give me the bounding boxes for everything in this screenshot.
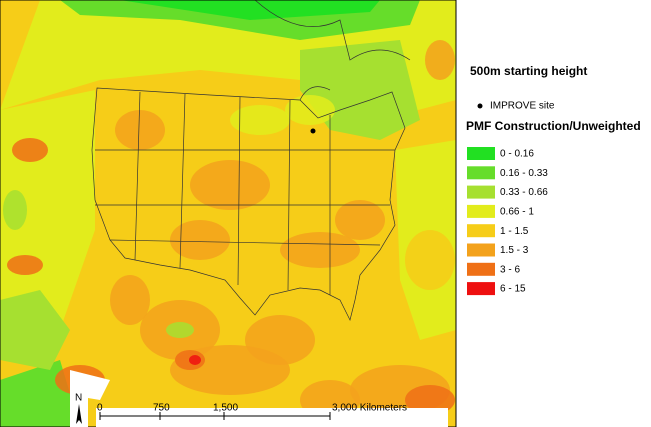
legend-swatch	[467, 147, 495, 160]
map-blob	[166, 322, 194, 338]
legend-swatch	[467, 262, 495, 276]
legend-label: 6 - 15	[500, 284, 526, 295]
map-region	[120, 0, 380, 20]
map-blob	[115, 110, 165, 150]
map-blob	[230, 105, 290, 135]
site-legend-marker	[477, 103, 483, 109]
map-blob	[12, 138, 48, 162]
map-blob	[280, 232, 360, 268]
scale-bar: 0 750 1,500 3,000 Kilometers	[96, 403, 448, 427]
legend-swatch	[467, 282, 495, 296]
north-label: N	[75, 393, 82, 404]
legend-swatch	[467, 166, 495, 180]
map-blob	[189, 355, 201, 365]
legend: 0 - 0.16 0.16 - 0.33 0.33 - 0.66 0.66 - 1 1 …	[467, 147, 548, 296]
scale-label: 3,000 Kilometers	[332, 403, 407, 414]
map-blob	[335, 200, 385, 240]
map-blob	[405, 385, 455, 415]
boundaries	[91, 0, 411, 322]
scale-label: 1,500	[213, 403, 238, 414]
legend-title: PMF Construction/Unweighted	[466, 119, 641, 133]
legend-swatch	[467, 204, 495, 218]
legend-label: 1.5 - 3	[500, 245, 529, 256]
map-blob	[3, 190, 27, 230]
legend-label: 0.16 - 0.33	[500, 168, 548, 179]
legend-label: 0 - 0.16	[500, 149, 534, 160]
legend-label: 0.33 - 0.66	[500, 187, 548, 198]
scale-label: 750	[153, 403, 170, 414]
map-blob	[190, 160, 270, 210]
legend-swatch	[467, 224, 495, 238]
site-legend-label: IMPROVE site	[490, 101, 555, 112]
improve-site	[310, 128, 316, 134]
map-blob	[405, 230, 455, 290]
map-blob	[7, 255, 43, 275]
title: 500m starting height	[470, 64, 587, 78]
map-blob	[110, 275, 150, 325]
map	[0, 0, 456, 427]
legend-swatch	[467, 185, 495, 199]
legend-label: 3 - 6	[500, 264, 520, 275]
map-frame	[0, 0, 457, 427]
north-arrow: N	[70, 392, 88, 427]
map-region	[0, 290, 70, 370]
legend-swatch	[467, 243, 495, 257]
legend-label: 0.66 - 1	[500, 207, 534, 218]
map-blob	[170, 220, 230, 260]
scale-label: 0	[97, 403, 103, 414]
map-blob	[425, 40, 455, 80]
legend-label: 1 - 1.5	[500, 226, 529, 237]
